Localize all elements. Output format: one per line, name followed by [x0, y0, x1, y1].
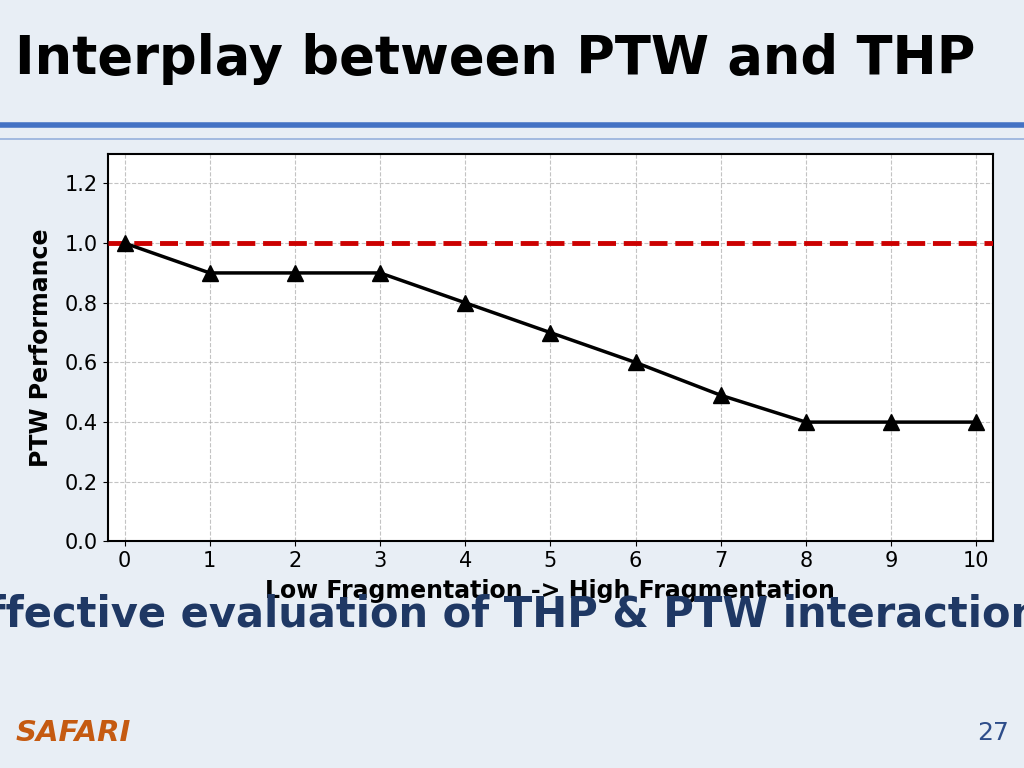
Text: Interplay between PTW and THP: Interplay between PTW and THP [15, 33, 976, 85]
Text: SAFARI: SAFARI [15, 720, 131, 747]
Text: 27: 27 [977, 721, 1009, 746]
Y-axis label: PTW Performance: PTW Performance [30, 228, 53, 467]
Text: Effective evaluation of THP & PTW interactions: Effective evaluation of THP & PTW intera… [0, 594, 1024, 635]
X-axis label: Low Fragmentation -> High Fragmentation: Low Fragmentation -> High Fragmentation [265, 580, 836, 604]
